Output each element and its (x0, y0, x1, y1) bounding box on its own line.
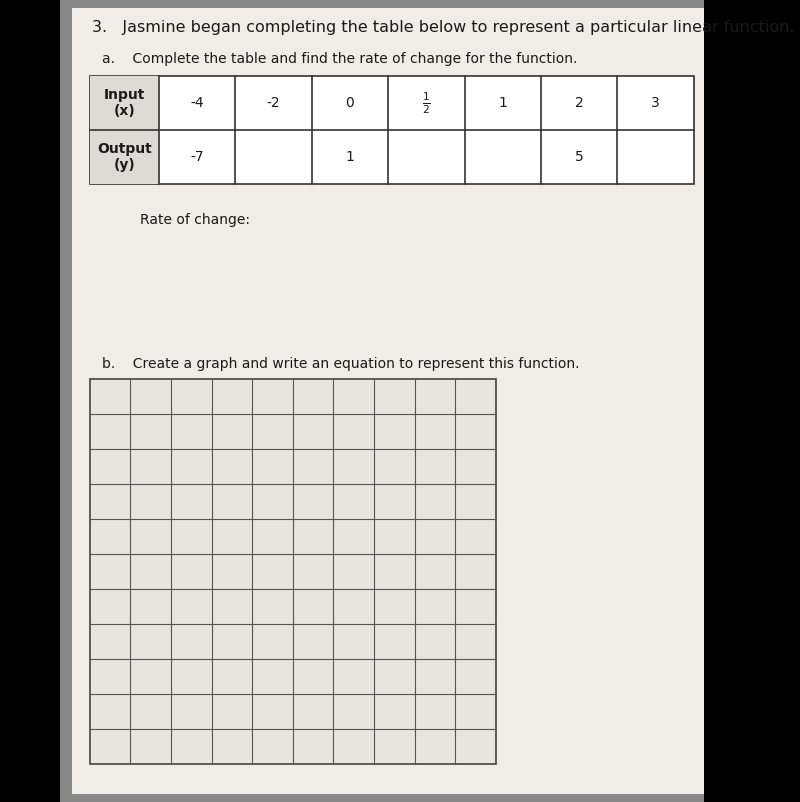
Text: 1: 1 (346, 151, 354, 164)
Text: 3.   Jasmine began completing the table below to represent a particular linear f: 3. Jasmine began completing the table be… (92, 20, 794, 35)
Text: Input
(x): Input (x) (104, 88, 145, 119)
Text: Output
(y): Output (y) (97, 142, 152, 172)
Text: $\frac{1}{2}$: $\frac{1}{2}$ (422, 91, 430, 116)
Text: 5: 5 (574, 151, 583, 164)
Text: 3: 3 (651, 96, 660, 110)
Bar (90, 379, 496, 764)
Bar (90, 76, 159, 184)
Text: Rate of change:: Rate of change: (140, 213, 250, 226)
Bar (90, 76, 694, 184)
Text: 1: 1 (498, 96, 507, 110)
Bar (704, 0, 800, 802)
Text: -7: -7 (190, 151, 204, 164)
Text: a.    Complete the table and find the rate of change for the function.: a. Complete the table and find the rate … (102, 52, 578, 66)
Text: -2: -2 (266, 96, 281, 110)
Text: -4: -4 (190, 96, 204, 110)
Bar (0, 0, 60, 802)
Bar (72, 8, 704, 794)
Text: 0: 0 (346, 96, 354, 110)
Text: b.    Create a graph and write an equation to represent this function.: b. Create a graph and write an equation … (102, 357, 580, 371)
Text: 2: 2 (574, 96, 583, 110)
